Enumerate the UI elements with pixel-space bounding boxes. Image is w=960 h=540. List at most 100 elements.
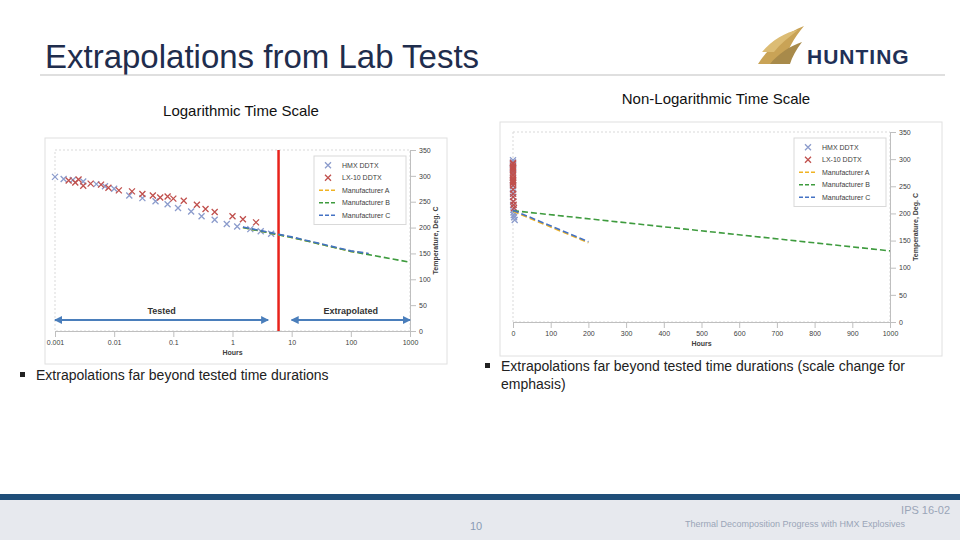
slide-title: Extrapolations from Lab Tests: [45, 38, 479, 75]
tick-mark: [233, 331, 234, 337]
tick: 400: [658, 322, 670, 337]
data-point: [129, 188, 135, 194]
tick-label: 350: [419, 147, 431, 154]
data-point: [61, 176, 67, 182]
series-line: [513, 211, 890, 251]
tick: 200: [890, 210, 911, 217]
tick-label: 1: [231, 339, 235, 346]
legend: HMX DDTXLX-10 DDTXManufacturer AManufact…: [314, 156, 406, 225]
data-point: [153, 198, 159, 204]
chart-frame: [45, 138, 447, 364]
tick-mark: [739, 322, 740, 328]
legend-label: Manufacturer A: [822, 169, 870, 176]
tick-label: 200: [419, 224, 431, 231]
legend-label: Manufacturer B: [342, 199, 390, 206]
data-point: [66, 178, 72, 184]
tick-mark: [890, 241, 896, 242]
legend-symbol: [319, 214, 337, 216]
legend-label: HMX DDTX: [822, 144, 859, 151]
tick: 300: [410, 173, 431, 180]
tick-label: 250: [419, 198, 431, 205]
legend-box: [314, 156, 406, 225]
tick-mark: [890, 322, 896, 323]
tick-mark: [410, 228, 416, 229]
tick-mark: [55, 331, 56, 337]
tick-mark: [777, 322, 778, 328]
data-point: [212, 217, 218, 223]
y-axis: 050100150200250300350: [410, 147, 431, 335]
data-point: [224, 221, 230, 227]
tick-mark: [852, 322, 853, 328]
legend-symbol: [319, 189, 337, 191]
data-point: [105, 185, 111, 191]
tick: 0.1: [169, 331, 179, 346]
tick-label: 300: [419, 173, 431, 180]
tick-mark: [410, 253, 416, 254]
logo: HUNTING: [758, 26, 910, 68]
tick: 1: [231, 331, 235, 346]
data-point: [80, 183, 86, 189]
tick-label: 1000: [883, 330, 899, 337]
legend-label: LX-10 DDTX: [342, 174, 382, 181]
tick-mark: [890, 268, 896, 269]
tick: 800: [809, 322, 821, 337]
legend: HMX DDTXLX-10 DDTXManufacturer AManufact…: [794, 138, 886, 207]
annotation-text: Extrapolated: [324, 306, 379, 316]
tick: 0: [890, 319, 903, 326]
tick-label: 200: [899, 210, 911, 217]
tick-label: 50: [899, 292, 907, 299]
data-point: [150, 193, 156, 199]
background: [0, 0, 960, 540]
plot-area: [52, 150, 410, 331]
legend-symbol: [319, 202, 337, 204]
axis-line: [410, 151, 411, 332]
tick-label: 0.01: [108, 339, 122, 346]
tick: 50: [890, 292, 907, 299]
footer-code: IPS 16-02: [901, 504, 950, 516]
tick-label: 150: [419, 250, 431, 257]
data-point: [165, 201, 171, 207]
data-point: [510, 165, 516, 171]
tick: 50: [410, 302, 427, 309]
data-point: [111, 186, 117, 192]
series-line: [513, 210, 588, 241]
tick-mark: [410, 279, 416, 280]
tick-mark: [664, 322, 665, 328]
legend-label: HMX DDTX: [342, 162, 379, 169]
bullet-marker: [485, 363, 490, 368]
bullet-text: Extrapolations far beyond tested time du…: [36, 367, 329, 383]
chart: Logarithmic Time Scale0.0010.010.1110100…: [45, 102, 447, 364]
legend-symbol: [799, 171, 817, 173]
tick-mark: [410, 305, 416, 306]
tick-label: 0.001: [47, 339, 65, 346]
tick: 600: [734, 322, 746, 337]
series-line: [243, 228, 410, 263]
slide: Extrapolations from Lab TestsHUNTING10IP…: [0, 0, 960, 540]
bullet-text: Extrapolations far beyond tested time du…: [501, 358, 905, 392]
legend-box: [794, 138, 886, 207]
legend-symbol: [805, 144, 811, 150]
data-point: [139, 191, 145, 197]
tick: 0.001: [47, 331, 65, 346]
data-point: [512, 217, 518, 223]
data-point: [98, 182, 104, 188]
tick-label: 400: [658, 330, 670, 337]
axis-line: [890, 133, 891, 323]
tick: 100: [890, 264, 911, 271]
tick-label: 100: [345, 339, 357, 346]
series-line: [243, 228, 369, 254]
footer-background: [0, 500, 960, 540]
tick-label: 250: [899, 183, 911, 190]
series-line: [243, 227, 369, 253]
tick: 1000: [403, 331, 419, 346]
tick: 10: [288, 331, 296, 346]
tick-mark: [815, 322, 816, 328]
legend-symbol: [799, 196, 817, 198]
data-point: [88, 181, 94, 187]
tick-mark: [588, 322, 589, 328]
plot-frame: [55, 150, 410, 331]
tick: 900: [847, 322, 859, 337]
data-point: [253, 219, 259, 225]
tick-label: 10: [288, 339, 296, 346]
tick-mark: [513, 322, 514, 328]
